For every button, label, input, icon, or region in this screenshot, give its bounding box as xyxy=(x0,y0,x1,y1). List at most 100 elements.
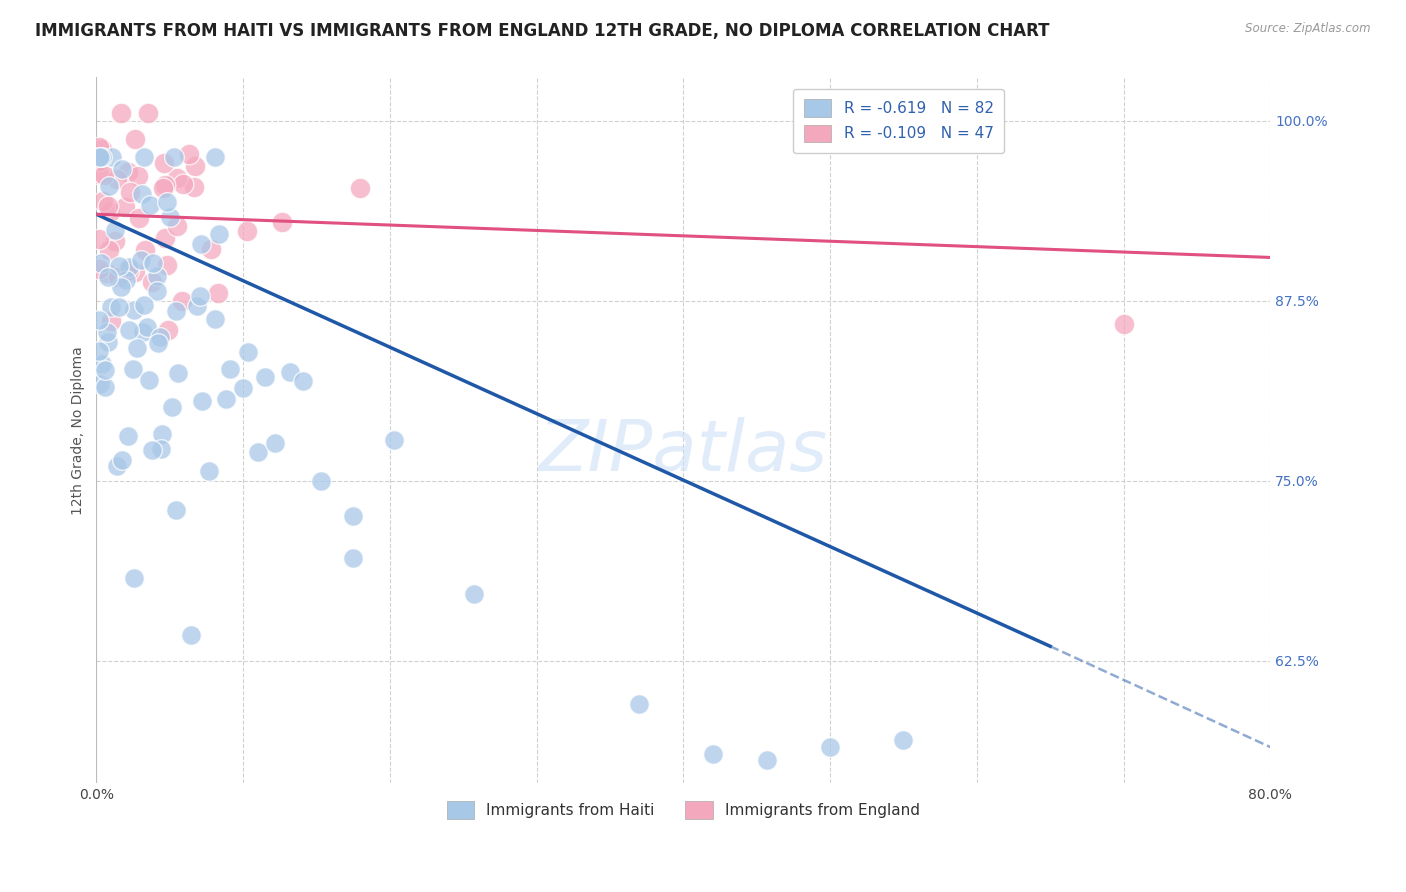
Point xyxy=(155,231,177,245)
Point xyxy=(254,369,277,384)
Point xyxy=(138,373,160,387)
Point xyxy=(122,571,145,585)
Point xyxy=(146,336,169,351)
Point xyxy=(134,243,156,257)
Point xyxy=(131,187,153,202)
Point xyxy=(204,150,226,164)
Point xyxy=(145,284,167,298)
Point xyxy=(124,132,146,146)
Point xyxy=(96,325,118,339)
Point xyxy=(101,150,124,164)
Point xyxy=(156,195,179,210)
Point xyxy=(232,381,254,395)
Point xyxy=(207,286,229,301)
Point xyxy=(89,376,111,391)
Point xyxy=(1112,317,1135,331)
Point xyxy=(117,165,139,179)
Point xyxy=(219,362,242,376)
Point xyxy=(141,442,163,457)
Point xyxy=(118,263,141,277)
Point xyxy=(148,330,170,344)
Point xyxy=(91,150,114,164)
Point xyxy=(111,161,134,176)
Point xyxy=(96,266,118,280)
Point xyxy=(141,275,163,289)
Point xyxy=(200,242,222,256)
Point xyxy=(89,140,111,154)
Point xyxy=(204,311,226,326)
Point xyxy=(166,366,188,380)
Point xyxy=(179,147,201,161)
Point xyxy=(97,335,120,350)
Point xyxy=(105,459,128,474)
Point xyxy=(818,739,841,754)
Point xyxy=(122,302,145,317)
Point xyxy=(108,259,131,273)
Point xyxy=(127,169,149,183)
Text: IMMIGRANTS FROM HAITI VS IMMIGRANTS FROM ENGLAND 12TH GRADE, NO DIPLOMA CORRELAT: IMMIGRANTS FROM HAITI VS IMMIGRANTS FROM… xyxy=(35,22,1050,40)
Point xyxy=(309,474,332,488)
Point xyxy=(146,269,169,284)
Point xyxy=(132,298,155,312)
Point xyxy=(172,293,194,308)
Point xyxy=(165,502,187,516)
Point xyxy=(128,211,150,225)
Point xyxy=(236,345,259,359)
Point xyxy=(180,628,202,642)
Point xyxy=(89,343,111,358)
Point xyxy=(159,211,181,225)
Point xyxy=(236,225,259,239)
Point xyxy=(271,215,294,229)
Point xyxy=(132,325,155,339)
Point xyxy=(114,200,136,214)
Point xyxy=(97,244,120,258)
Point xyxy=(136,106,159,120)
Point xyxy=(152,181,174,195)
Point xyxy=(263,436,285,450)
Point xyxy=(153,178,176,193)
Point xyxy=(100,300,122,314)
Point xyxy=(139,198,162,212)
Legend: Immigrants from Haiti, Immigrants from England: Immigrants from Haiti, Immigrants from E… xyxy=(440,795,927,825)
Point xyxy=(90,256,112,270)
Point xyxy=(117,428,139,442)
Point xyxy=(121,361,143,376)
Point xyxy=(89,167,111,181)
Point xyxy=(91,142,114,156)
Point xyxy=(134,150,156,164)
Point xyxy=(188,288,211,302)
Point xyxy=(115,273,138,287)
Point xyxy=(97,199,120,213)
Point xyxy=(136,320,159,334)
Point xyxy=(165,303,187,318)
Point xyxy=(100,314,122,328)
Point xyxy=(94,380,117,394)
Point xyxy=(349,181,371,195)
Point xyxy=(342,508,364,523)
Point xyxy=(124,265,146,279)
Point xyxy=(93,168,115,182)
Point xyxy=(342,550,364,565)
Point xyxy=(184,160,207,174)
Point xyxy=(104,223,127,237)
Point xyxy=(280,365,302,379)
Point xyxy=(142,256,165,270)
Point xyxy=(163,150,186,164)
Point xyxy=(89,313,111,327)
Point xyxy=(117,323,139,337)
Point xyxy=(463,587,485,601)
Point xyxy=(110,106,132,120)
Point xyxy=(107,300,129,314)
Point xyxy=(628,697,651,711)
Point xyxy=(153,156,176,170)
Point xyxy=(89,154,111,169)
Point xyxy=(215,392,238,406)
Point xyxy=(166,171,188,186)
Point xyxy=(93,363,115,377)
Point xyxy=(156,323,179,337)
Point xyxy=(129,252,152,267)
Point xyxy=(149,442,172,456)
Point xyxy=(91,194,114,209)
Point xyxy=(89,232,111,246)
Point xyxy=(702,747,724,762)
